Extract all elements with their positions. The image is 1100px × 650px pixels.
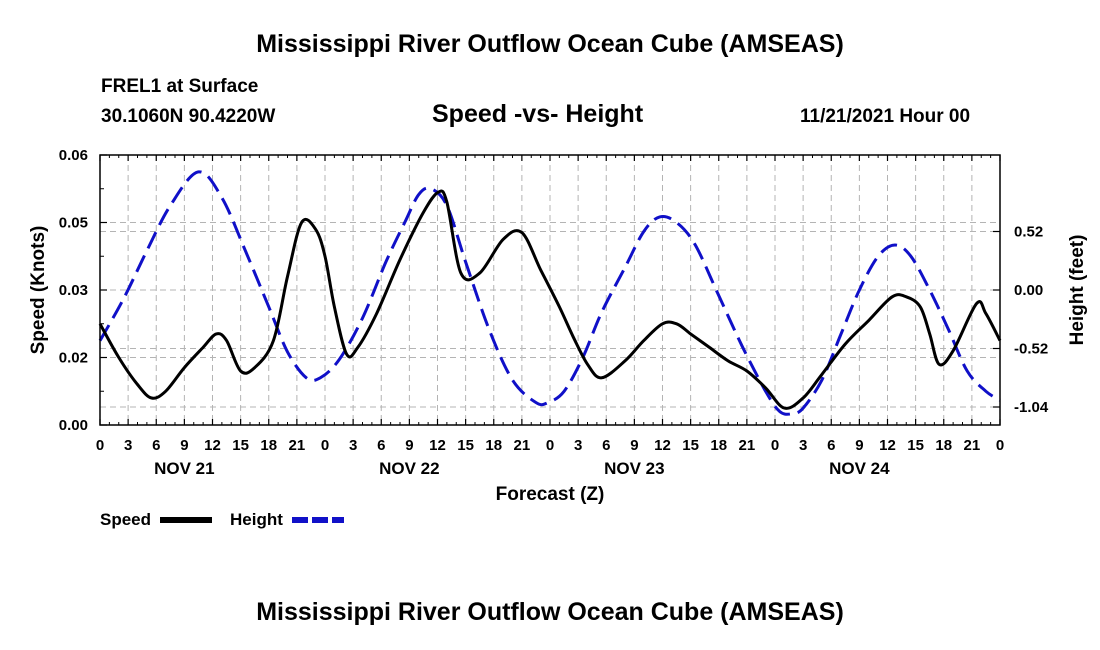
x-tick-label: 0 (546, 437, 554, 454)
x-tick-label: 18 (935, 437, 952, 454)
x-tick-label: 18 (485, 437, 502, 454)
legend-speed-label: Speed (100, 510, 151, 529)
x-tick-label: 12 (879, 437, 896, 454)
x-day-label: NOV 23 (604, 459, 664, 478)
y-right-tick-label: 0.52 (1014, 224, 1043, 241)
speed-height-chart: 0 3 6 9 12 15 18 21 0 3 6 9 12 15 18 21 0 3 6 9 12 15 18 21 0 3 6 9… (28, 147, 1088, 529)
speed-line (98, 189, 1002, 410)
x-tick-label: 0 (321, 437, 329, 454)
y-left-tick-label: 0.06 (59, 147, 88, 164)
x-tick-label: 21 (739, 437, 756, 454)
y-left-tick-label: 0.03 (59, 282, 88, 299)
legend-height-label: Height (230, 510, 283, 529)
x-tick-label: 6 (152, 437, 160, 454)
x-tick-label: 12 (204, 437, 221, 454)
x-tick-label: 21 (964, 437, 981, 454)
x-axis-title: Forecast (Z) (496, 484, 605, 505)
y-right-axis-title: Height (feet) (1067, 235, 1088, 346)
x-tick-label: 0 (771, 437, 779, 454)
x-tick-label: 15 (907, 437, 924, 454)
x-tick-label: 6 (602, 437, 610, 454)
x-tick-label: 6 (377, 437, 385, 454)
y-left-tick-label: 0.05 (59, 215, 88, 232)
y-right-tick-label: -0.52 (1014, 341, 1048, 358)
station-coordinates: 30.1060N 90.4220W (101, 106, 276, 127)
x-tick-label: 3 (124, 437, 132, 454)
axes (99, 154, 1001, 426)
x-day-label: NOV 24 (829, 459, 890, 478)
x-tick-label: 3 (349, 437, 357, 454)
y-left-tick-label: 0.02 (59, 350, 88, 367)
x-day-label: NOV 22 (379, 459, 439, 478)
x-tick-label: 9 (180, 437, 188, 454)
page-title-bottom: Mississippi River Outflow Ocean Cube (AM… (256, 598, 844, 626)
x-tick-label: 9 (405, 437, 413, 454)
x-tick-label: 6 (827, 437, 835, 454)
x-tick-label: 9 (855, 437, 863, 454)
y-right-tick-label: -1.04 (1014, 399, 1049, 416)
y-left-tick-label: 0.00 (59, 417, 88, 434)
legend: Speed Height (100, 510, 344, 529)
x-tick-label: 15 (232, 437, 249, 454)
x-tick-label: 3 (799, 437, 807, 454)
station-name: FREL1 at Surface (101, 76, 259, 97)
x-tick-label: 18 (710, 437, 727, 454)
forecast-datetime: 11/21/2021 Hour 00 (800, 106, 971, 127)
x-tick-label: 12 (654, 437, 671, 454)
y-left-axis-title: Speed (Knots) (28, 226, 49, 355)
axis-labels: 0 3 6 9 12 15 18 21 0 3 6 9 12 15 18 21 0 3 6 9 12 15 18 21 0 3 6 9… (28, 147, 1088, 505)
x-tick-label: 15 (457, 437, 474, 454)
grid (100, 155, 1000, 425)
y-right-tick-label: 0.00 (1014, 282, 1043, 299)
x-tick-label: 9 (630, 437, 638, 454)
x-tick-label: 21 (514, 437, 531, 454)
x-tick-label: 21 (289, 437, 306, 454)
x-tick-label: 15 (682, 437, 699, 454)
x-tick-label: 12 (429, 437, 446, 454)
x-tick-label: 0 (96, 437, 104, 454)
chart-title: Speed -vs- Height (432, 100, 644, 128)
x-tick-label: 18 (260, 437, 277, 454)
height-series (98, 170, 1001, 416)
speed-series (98, 189, 1002, 410)
x-tick-label: 0 (996, 437, 1004, 454)
page-title: Mississippi River Outflow Ocean Cube (AM… (256, 30, 844, 58)
x-day-label: NOV 21 (154, 459, 214, 478)
x-tick-label: 3 (574, 437, 582, 454)
height-line (98, 170, 1001, 416)
